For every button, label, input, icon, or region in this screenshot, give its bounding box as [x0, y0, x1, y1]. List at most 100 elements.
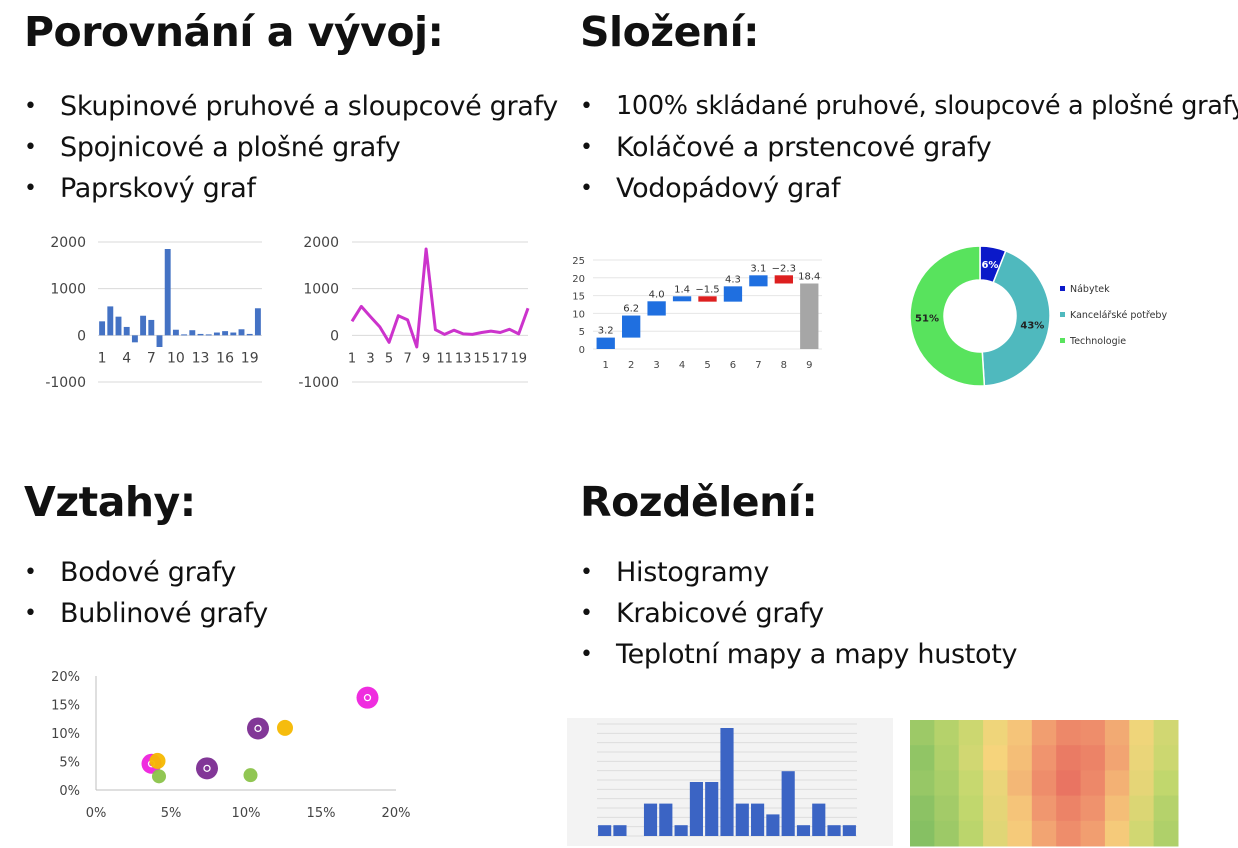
- y-tick-label: 1000: [50, 282, 86, 298]
- x-tick-label: 7: [403, 351, 411, 366]
- bar: [115, 316, 122, 336]
- heatmap-cell: [1031, 820, 1057, 847]
- y-tick-label: 0%: [59, 784, 80, 799]
- data-label: 3.2: [598, 326, 614, 337]
- list-item: Vodopádový graf: [580, 168, 1238, 209]
- heatmap-cell: [1031, 745, 1057, 771]
- x-tick-label: 7: [755, 360, 761, 371]
- histogram-bar: [659, 803, 673, 836]
- heatmap-cell: [1104, 820, 1130, 847]
- heatmap-cell: [1104, 770, 1130, 797]
- x-tick-label: 5%: [161, 806, 182, 821]
- x-tick-label: 19: [241, 350, 259, 366]
- bar: [230, 332, 237, 336]
- y-tick-label: 10: [572, 309, 585, 320]
- heatmap-cell: [983, 745, 1008, 771]
- data-label: −2.3: [772, 263, 796, 274]
- y-tick-label: 15%: [51, 699, 80, 714]
- data-label: −1.5: [695, 284, 719, 295]
- list-item: Bublinové grafy: [24, 593, 268, 634]
- y-tick-label: 5%: [59, 756, 80, 771]
- list-distribution: Histogramy Krabicové grafy Teplotní mapy…: [580, 552, 1018, 675]
- histogram-bar: [643, 803, 658, 836]
- heatmap-cell: [1031, 770, 1057, 797]
- y-tick-label: 10%: [51, 727, 80, 742]
- heatmap-cell: [934, 720, 960, 746]
- legend-swatch: [1060, 312, 1065, 317]
- heatmap-cell: [1129, 795, 1155, 822]
- heatmap-cell: [1153, 770, 1179, 797]
- x-tick-label: 1: [603, 360, 609, 371]
- histogram-bar: [689, 782, 703, 836]
- bubble: [196, 757, 218, 780]
- heatmap-cell: [1007, 745, 1033, 771]
- x-tick-label: 7: [147, 350, 156, 366]
- list-item: Paprskový graf: [24, 168, 558, 209]
- heatmap-cell: [958, 820, 984, 847]
- title-distribution: Rozdělení:: [580, 478, 818, 526]
- x-tick-label: 4: [679, 360, 685, 371]
- donut-slice: [981, 249, 1051, 387]
- slice-label: 51%: [915, 314, 939, 325]
- histogram-bar: [842, 825, 856, 836]
- heatmap-cell: [1104, 720, 1130, 746]
- data-label: 3.1: [750, 263, 766, 274]
- heatmap-cell: [910, 770, 935, 797]
- bubble: [243, 768, 258, 783]
- y-tick-label: 15: [572, 292, 585, 303]
- title-composition: Složení:: [580, 8, 760, 56]
- x-tick-label: 1: [348, 351, 356, 366]
- x-tick-label: 4: [122, 350, 131, 366]
- histogram-bar: [598, 825, 612, 836]
- heatmap-cell: [910, 820, 935, 847]
- waterfall-bar: [698, 296, 717, 302]
- x-tick-label: 9: [806, 360, 812, 371]
- histogram-bar: [735, 803, 749, 836]
- heatmap-cell: [983, 795, 1008, 822]
- waterfall-bar: [672, 296, 692, 302]
- bar: [189, 330, 196, 336]
- heatmap-cell: [958, 720, 984, 746]
- list-item: Krabicové grafy: [580, 593, 1017, 634]
- list-item: Histogramy: [580, 552, 1017, 593]
- bar: [123, 326, 130, 336]
- y-tick-label: 0: [77, 328, 86, 344]
- list-comparison: Skupinové pruhové a sloupcové grafy Spoj…: [24, 86, 558, 209]
- y-tick-label: 2000: [303, 235, 339, 251]
- x-tick-label: 10: [167, 350, 185, 366]
- y-tick-label: 1000: [303, 282, 339, 298]
- x-tick-label: 3: [366, 351, 374, 366]
- heatmap-cell: [1080, 820, 1106, 847]
- waterfall-chart: 25 20 15 10 5 0 3.2 1 6.2 2 4.0 3 1.4 4 −1.5 5 4.3 6 3.1 7 −…: [572, 256, 822, 371]
- legend-label: Kancelářské potřeby: [1070, 310, 1167, 321]
- waterfall-bar: [647, 301, 666, 316]
- legend-label: Technologie: [1069, 336, 1126, 347]
- legend-swatch: [1060, 338, 1065, 343]
- heatmap-cell: [1056, 820, 1082, 847]
- histogram-bar: [674, 825, 688, 836]
- waterfall-bar: [749, 275, 768, 287]
- bar: [254, 308, 261, 336]
- heatmap-cell: [1104, 795, 1130, 822]
- heatmap-cell: [958, 770, 984, 797]
- heatmap-cell: [910, 795, 935, 822]
- bubble-center: [363, 694, 372, 702]
- x-tick-label: 9: [422, 351, 430, 366]
- legend-label: Nábytek: [1070, 284, 1110, 295]
- data-label: 4.3: [725, 274, 741, 285]
- y-tick-label: 0: [579, 345, 585, 356]
- list-composition: 100% skládané pruhové, sloupcové a plošn…: [580, 86, 1238, 209]
- bar: [131, 335, 138, 343]
- histogram-bar: [781, 771, 795, 836]
- bar: [140, 315, 147, 336]
- data-label: 4.0: [649, 289, 665, 300]
- heatmap-cell: [1080, 795, 1106, 822]
- waterfall-bar: [774, 275, 793, 284]
- y-tick-label: -1000: [45, 375, 86, 391]
- y-tick-label: -1000: [298, 375, 339, 391]
- title-comparison: Porovnání a vývoj:: [24, 8, 444, 56]
- histogram-bar: [812, 803, 826, 836]
- waterfall-bar: [622, 315, 641, 338]
- heatmap-cell: [910, 720, 935, 746]
